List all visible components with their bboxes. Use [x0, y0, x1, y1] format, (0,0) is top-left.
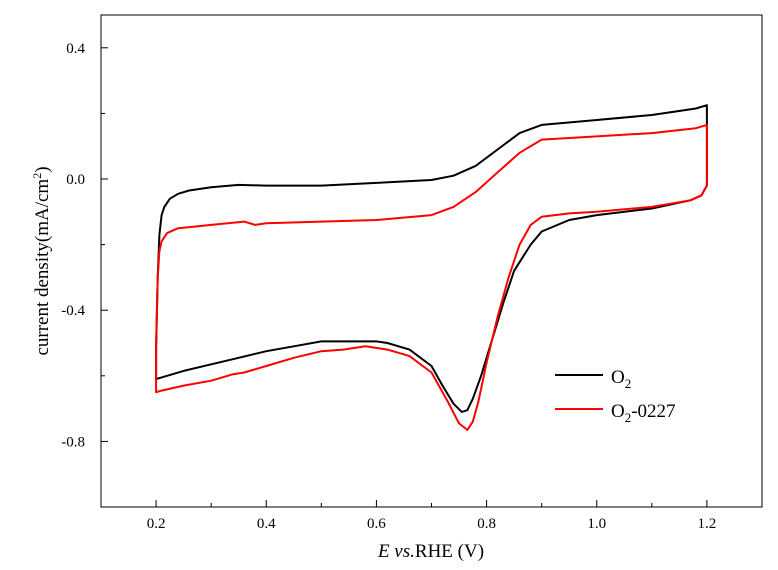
- plot-frame: [100, 14, 763, 508]
- y-axis-title-main: current density(mA/cm: [32, 179, 53, 356]
- legend-o2-main: O: [611, 367, 625, 388]
- x-axis-title-italic: E vs.: [377, 541, 415, 562]
- x-tick-label-4: 1.0: [587, 516, 606, 532]
- axis-ticks: [101, 47, 708, 507]
- legend-o2-0227-sub: 2: [625, 410, 632, 425]
- y-axis-title: current density(mA/cm2): [30, 166, 53, 355]
- y-tick-label-0: 0.4: [66, 41, 85, 57]
- series-line-0: [155, 104, 708, 413]
- series-layer: [155, 104, 708, 431]
- legend-label-o2-0227: O2-0227: [611, 401, 676, 425]
- x-tick-label-3: 0.8: [477, 516, 496, 532]
- x-tick-label-0: 0.2: [147, 516, 166, 532]
- x-axis-title-rest: RHE (V): [415, 541, 484, 562]
- legend-o2-0227-suffix: -0227: [631, 401, 675, 422]
- y-tick-label-3: -0.8: [61, 434, 85, 450]
- y-axis-title-sup: 2: [30, 173, 44, 179]
- legend: O2 O2-0227: [555, 367, 676, 425]
- legend-label-o2: O2: [611, 367, 631, 391]
- x-tick-label-2: 0.6: [367, 516, 386, 532]
- legend-o2-sub: 2: [625, 376, 632, 391]
- series-line-1: [155, 123, 708, 431]
- y-tick-label-2: -0.4: [61, 303, 85, 319]
- x-axis-title: E vs.RHE (V): [377, 541, 484, 562]
- x-tick-label-5: 1.2: [698, 516, 717, 532]
- legend-o2-0227-main: O: [611, 401, 625, 422]
- y-axis-title-close: ): [32, 166, 53, 172]
- y-tick-label-1: 0.0: [66, 172, 85, 188]
- x-tick-label-1: 0.4: [257, 516, 276, 532]
- tick-labels: 0.2 0.4 0.6 0.8 1.0 1.2 0.4 0.0 -0.4 -0.8: [61, 41, 716, 532]
